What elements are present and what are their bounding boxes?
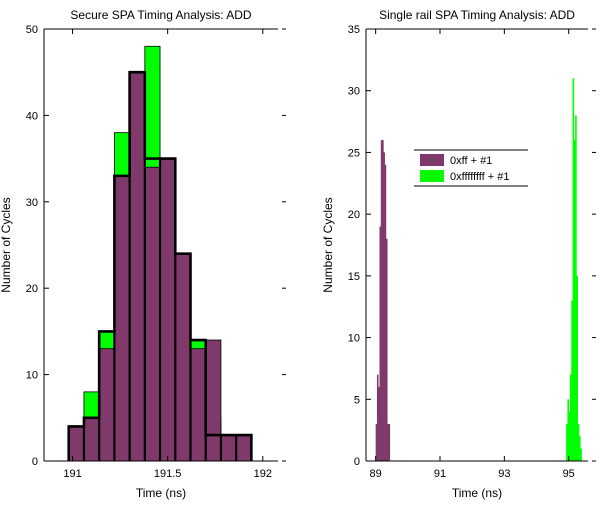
purple-histogram-bar — [379, 226, 382, 461]
purple-histogram-bar — [129, 71, 146, 462]
purple-histogram-bar — [383, 152, 385, 461]
left-y-tick-label: 0 — [32, 456, 38, 468]
purple-histogram-bar — [83, 417, 100, 462]
green-histogram-bar — [566, 423, 568, 461]
left-chart: 0 10 20 30 40 50 191 191.5 192 Secure SPA Timing … — [0, 8, 286, 500]
left-y-tick-label: 10 — [26, 370, 38, 382]
right-y-axis-label: Number of Cycles — [321, 197, 335, 292]
legend-label: 0xffffffff + #1 — [450, 171, 509, 183]
purple-histogram-bar — [190, 348, 207, 462]
purple-histogram-bar — [220, 434, 237, 462]
purple-histogram-bar — [380, 140, 383, 462]
right-y-tick-label: 0 — [354, 456, 360, 468]
left-y-tick-label: 50 — [26, 24, 38, 36]
purple-histogram-bar — [385, 238, 388, 461]
legend-swatch — [420, 154, 444, 166]
right-y-tick-label: 25 — [348, 147, 360, 159]
purple-histogram-bar — [98, 348, 115, 462]
right-y-tick-label: 5 — [354, 394, 360, 406]
green-histogram-bar — [571, 300, 573, 461]
green-histogram-bar — [572, 78, 575, 461]
purple-histogram-bar — [384, 164, 387, 461]
right-x-tick-label: 93 — [498, 468, 510, 480]
purple-histogram-bar — [205, 339, 222, 462]
green-histogram-bar — [578, 436, 581, 461]
green-histogram-bar — [576, 275, 579, 461]
legend: 0xff + #1 0xffffffff + #1 — [414, 149, 528, 187]
purple-histogram-bar — [113, 175, 131, 462]
green-histogram-bar — [573, 140, 576, 462]
purple-histogram-bar — [159, 158, 176, 462]
purple-histogram-bar — [174, 253, 191, 462]
left-y-tick-label: 40 — [26, 110, 38, 122]
right-chart: 0 5 10 15 20 25 30 35 89 91 93 95 Single rail SPA Ti… — [321, 8, 596, 500]
purple-histogram-bar — [388, 423, 391, 461]
purple-histogram-bar — [382, 140, 384, 462]
left-x-tick-label: 192 — [254, 468, 272, 480]
right-x-tick-label: 91 — [434, 468, 446, 480]
left-x-tick-label: 191 — [63, 468, 81, 480]
left-y-tick-label: 30 — [26, 197, 38, 209]
green-histogram-bar — [575, 115, 577, 462]
purple-histogram-bar — [376, 374, 379, 461]
purple-histogram-bar — [375, 423, 378, 461]
legend-label: 0xff + #1 — [450, 155, 492, 167]
purple-histogram-bar — [387, 423, 389, 461]
left-x-axis-label: Time (ns) — [136, 486, 186, 500]
right-y-tick-label: 20 — [348, 209, 360, 221]
purple-histogram-bar — [378, 386, 380, 461]
legend-swatch — [420, 170, 444, 182]
left-x-tick-label: 191.5 — [154, 468, 182, 480]
green-histogram-bar — [577, 423, 580, 461]
green-histogram-bar — [569, 374, 572, 461]
right-y-tick-label: 35 — [348, 24, 360, 36]
right-y-tick-label: 30 — [348, 86, 360, 98]
right-x-axis-label: Time (ns) — [452, 486, 502, 500]
left-chart-title: Secure SPA Timing Analysis: ADD — [70, 8, 252, 22]
purple-histogram-bar — [68, 426, 85, 462]
right-chart-title: Single rail SPA Timing Analysis: ADD — [379, 8, 575, 22]
right-y-tick-label: 15 — [348, 271, 360, 283]
purple-histogram-bar — [144, 166, 161, 462]
right-x-tick-label: 95 — [563, 468, 575, 480]
right-x-tick-label: 89 — [370, 468, 382, 480]
green-histogram-bar — [568, 411, 571, 461]
green-histogram-bar — [580, 448, 582, 461]
left-y-axis-label: Number of Cycles — [0, 197, 13, 292]
right-y-tick-label: 10 — [348, 333, 360, 345]
purple-histogram-bar — [235, 434, 252, 462]
left-y-tick-label: 20 — [26, 283, 38, 295]
green-histogram-bar — [567, 399, 569, 461]
